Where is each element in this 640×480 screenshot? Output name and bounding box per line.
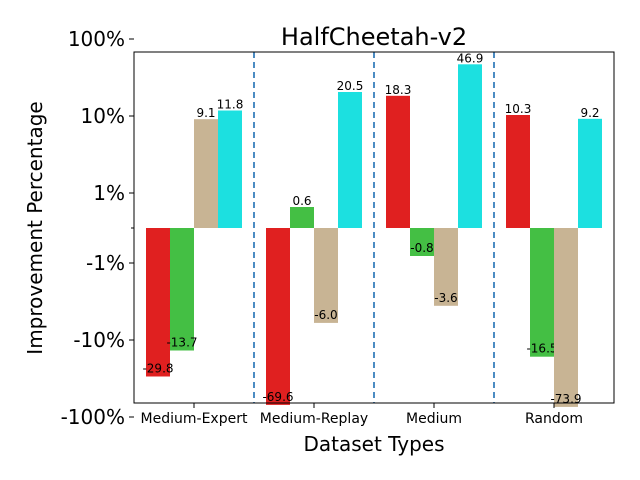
y-tick-label-6: -100% bbox=[61, 405, 125, 429]
bar-tan-2 bbox=[314, 228, 338, 323]
data-label-green-1: -13.7 bbox=[166, 336, 197, 350]
bar-cyan-3 bbox=[458, 64, 482, 228]
bar-red-2 bbox=[266, 228, 290, 405]
bar-cyan-2 bbox=[338, 92, 362, 228]
data-label-green-3: -0.8 bbox=[410, 241, 433, 255]
y-tick-label-2: 10% bbox=[81, 104, 125, 128]
data-label-tan-2: -6.0 bbox=[314, 308, 337, 322]
x-tick-label-2: Medium-Replay bbox=[260, 411, 368, 427]
bar-red-3 bbox=[386, 95, 410, 228]
bar-red-4 bbox=[506, 115, 530, 228]
y-axis-label: Improvement Percentage bbox=[23, 101, 47, 354]
bar-green-2 bbox=[290, 207, 314, 228]
data-label-cyan-2: 20.5 bbox=[337, 79, 364, 93]
data-label-cyan-3: 46.9 bbox=[457, 51, 484, 65]
data-label-tan-4: -73.9 bbox=[550, 392, 581, 406]
bar-cyan-1 bbox=[218, 110, 242, 228]
data-label-red-1: -29.8 bbox=[142, 362, 173, 376]
data-label-red-2: -69.6 bbox=[262, 390, 293, 404]
y-tick-label-4: -1% bbox=[86, 251, 125, 275]
data-label-green-2: 0.6 bbox=[292, 194, 311, 208]
y-tick-label-1: 100% bbox=[68, 27, 125, 51]
bar-cyan-4 bbox=[578, 118, 602, 228]
data-label-red-3: 18.3 bbox=[385, 83, 412, 97]
x-tick-label-1: Medium-Expert bbox=[141, 411, 248, 427]
bar-tan-4 bbox=[554, 228, 578, 407]
x-tick-label-4: Random bbox=[525, 411, 583, 427]
x-tick-label-3: Medium bbox=[406, 411, 462, 427]
y-tick-label-3: 1% bbox=[93, 181, 125, 205]
bar-green-1 bbox=[170, 228, 194, 351]
bar-green-4 bbox=[530, 228, 554, 357]
bar-green-3 bbox=[410, 228, 434, 256]
bar-tan-1 bbox=[194, 119, 218, 228]
bar-red-1 bbox=[146, 228, 170, 377]
y-tick-label-5: -10% bbox=[73, 328, 125, 352]
data-label-tan-3: -3.6 bbox=[434, 291, 457, 305]
bar-tan-3 bbox=[434, 228, 458, 306]
data-label-tan-1: 9.1 bbox=[196, 106, 215, 120]
data-label-cyan-4: 9.2 bbox=[580, 106, 599, 120]
data-label-red-4: 10.3 bbox=[505, 102, 532, 116]
chart-title: HalfCheetah-v2 bbox=[281, 23, 467, 51]
data-label-green-4: -16.5 bbox=[526, 342, 557, 356]
data-label-cyan-1: 11.8 bbox=[217, 98, 244, 112]
x-axis-label: Dataset Types bbox=[303, 432, 444, 456]
